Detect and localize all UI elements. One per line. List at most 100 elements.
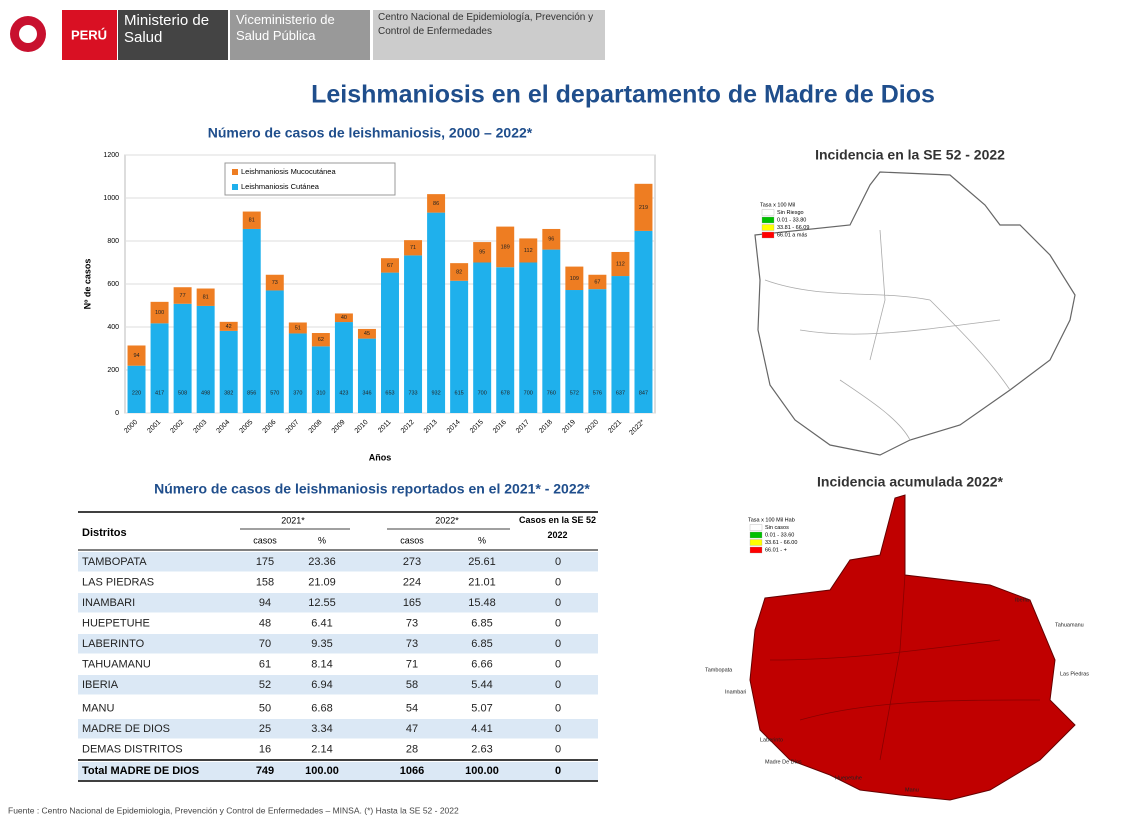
table-cell: 15.48 xyxy=(468,597,496,609)
data-label: 81 xyxy=(249,218,255,224)
legend-label: Leishmaniosis Cutánea xyxy=(241,182,320,191)
legend-swatch xyxy=(761,216,775,224)
data-label: 77 xyxy=(180,293,186,299)
bar-segment xyxy=(542,228,561,250)
data-label: 81 xyxy=(203,295,209,301)
map-label: Tahuamanu xyxy=(1055,622,1084,628)
bar-segment xyxy=(427,212,446,413)
x-axis-label: Años xyxy=(369,452,392,462)
x-tick-label: 2011 xyxy=(377,419,393,435)
data-label: 423 xyxy=(339,390,348,396)
y-tick-label: 800 xyxy=(107,238,119,245)
table-cell: 47 xyxy=(406,723,418,735)
x-tick-label: 2016 xyxy=(492,419,508,435)
map-label: Laberinto xyxy=(760,737,783,743)
table-cell: TAHUAMANU xyxy=(82,659,151,671)
x-tick-label: 2018 xyxy=(538,419,554,435)
map-label: Huepetuhe xyxy=(835,775,862,781)
map-legend-label: Tasa x 100 Mil xyxy=(760,202,795,208)
bar-segment xyxy=(611,276,630,413)
data-label: 370 xyxy=(293,390,302,396)
row-stripe xyxy=(78,719,598,739)
table-cell: 12.55 xyxy=(308,597,336,609)
table-cell: 21.09 xyxy=(308,577,336,589)
table-cell: 0 xyxy=(555,703,561,715)
bar-segment xyxy=(542,249,561,413)
data-label: 932 xyxy=(431,390,440,396)
bar-segment xyxy=(288,322,307,334)
table-cell: 2.14 xyxy=(311,744,332,756)
row-stripe xyxy=(78,552,598,572)
table-cell: 54 xyxy=(406,703,418,715)
bar-segment xyxy=(242,211,261,229)
ministry-box xyxy=(118,10,228,60)
bar-segment xyxy=(150,301,169,324)
y-tick-label: 1000 xyxy=(103,195,119,202)
bar-segment xyxy=(450,263,469,281)
table-head: Distritos xyxy=(82,527,127,539)
map-label: Tambopata xyxy=(705,667,733,673)
table-cell: 6.68 xyxy=(311,703,332,715)
table-cell: 6.94 xyxy=(311,679,332,691)
legend-swatch xyxy=(761,231,775,239)
x-tick-label: 2000 xyxy=(123,419,139,435)
y-tick-label: 0 xyxy=(115,410,119,417)
table-cell: DEMAS DISTRITOS xyxy=(82,744,183,756)
bar-segment xyxy=(150,323,169,413)
map2-borders xyxy=(769,574,1041,761)
bar-segment xyxy=(127,365,146,413)
data-label: 346 xyxy=(362,390,371,396)
table-total: 1066 xyxy=(400,765,424,777)
table-total: 749 xyxy=(256,765,274,777)
map-label: Inambari xyxy=(725,689,746,695)
row-stripe xyxy=(78,634,598,654)
peru: PERÚ xyxy=(71,27,107,42)
table-cell: 3.34 xyxy=(311,723,332,735)
table-cell: HUEPETUHE xyxy=(82,618,150,630)
ministry: Ministerio de Salud xyxy=(124,12,210,46)
bar-segment xyxy=(565,266,584,291)
table-cell: 73 xyxy=(406,638,418,650)
table-cell: 0 xyxy=(555,597,561,609)
data-label: 678 xyxy=(501,390,510,396)
map-legend-label: 0.01 - 33.60 xyxy=(765,532,794,538)
map-legend-label: Sin casos xyxy=(765,525,789,531)
legend-box xyxy=(224,162,396,196)
table-subhead: % xyxy=(318,535,326,545)
map1-shape xyxy=(754,171,1076,456)
bar-segment xyxy=(288,333,307,413)
map-legend-label: Sin Riesgo xyxy=(777,210,804,216)
row-stripe xyxy=(78,593,598,613)
data-label: 700 xyxy=(478,390,487,396)
x-tick-label: 2006 xyxy=(262,419,278,435)
bar-segment xyxy=(219,321,238,331)
emblem-inner xyxy=(19,25,37,43)
data-label: 615 xyxy=(455,390,464,396)
map-legend-label: 0.01 - 33.80 xyxy=(777,217,806,223)
x-tick-label: 2013 xyxy=(423,419,439,435)
y-tick-label: 200 xyxy=(107,367,119,374)
bar-segment xyxy=(334,322,353,413)
table-cell: 9.35 xyxy=(311,638,332,650)
vice-wrap: Viceministerio de Salud Pública xyxy=(236,12,335,43)
legend-swatch xyxy=(749,531,763,539)
bar-segment xyxy=(242,228,261,413)
bar-segment xyxy=(496,226,515,268)
peru-box xyxy=(62,10,117,60)
x-tick-label: 2012 xyxy=(400,419,416,435)
x-tick-label: 2010 xyxy=(354,419,370,435)
x-tick-label: 2005 xyxy=(238,419,254,435)
table-cell: LAS PIEDRAS xyxy=(82,577,154,589)
data-label: 73 xyxy=(272,280,278,286)
legend-label: Leishmaniosis Mucocutánea xyxy=(241,167,336,176)
bar-segment xyxy=(265,274,284,291)
data-label: 733 xyxy=(408,390,417,396)
bar-segment xyxy=(519,238,538,263)
bar-segment xyxy=(196,305,215,413)
table-head: 2022* xyxy=(435,515,459,525)
table-subhead: casos xyxy=(400,535,424,545)
table-cell: 52 xyxy=(259,679,271,691)
data-label: 95 xyxy=(479,250,485,256)
table-cell: INAMBARI xyxy=(82,597,135,609)
table-cell: IBERIA xyxy=(82,679,119,691)
